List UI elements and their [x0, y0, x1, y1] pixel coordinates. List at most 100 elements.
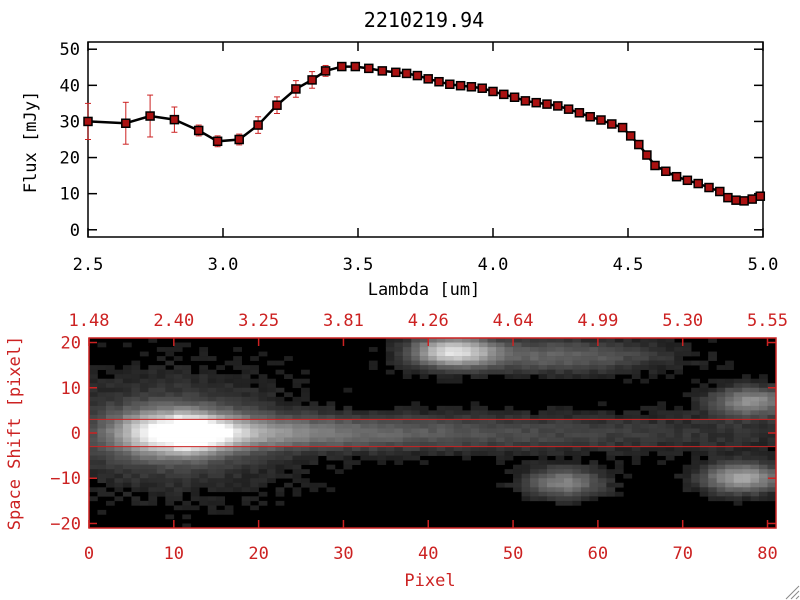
image-pixel [742, 478, 751, 484]
image-pixel [385, 347, 395, 352]
image-x-tick-label: 10 [164, 544, 184, 564]
image-pixel [250, 419, 259, 425]
image-pixel [131, 482, 141, 488]
image-pixel [241, 469, 251, 475]
image-pixel [309, 401, 319, 407]
image-pixel [496, 365, 505, 370]
image-pixel [156, 442, 166, 447]
image-pixel [665, 442, 675, 447]
image-pixel [767, 473, 777, 479]
image-pixel [114, 460, 124, 465]
image-pixel [199, 500, 209, 506]
image-pixel [156, 464, 166, 470]
image-pixel [148, 491, 158, 497]
image-pixel [122, 464, 132, 470]
spectrum-markers [83, 61, 766, 206]
image-pixel [674, 351, 683, 357]
image-pixel [623, 419, 633, 425]
image-pixel [173, 469, 183, 475]
image-pixel [148, 410, 158, 416]
image-pixel [258, 410, 268, 416]
image-pixel [547, 460, 556, 465]
image-pixel [504, 342, 514, 348]
image-pixel [224, 482, 234, 488]
image-pixel [190, 405, 200, 411]
image-pixel [614, 419, 624, 425]
image-pixel [318, 442, 327, 447]
image-pixel [691, 360, 700, 366]
image-pixel [487, 419, 497, 425]
image-pixel [258, 437, 268, 443]
image-pixel [224, 405, 234, 411]
image-pixel [233, 401, 242, 407]
image-pixel [284, 410, 293, 416]
image-pixel [606, 347, 616, 352]
image-pixel [267, 446, 276, 452]
image-pixel [725, 405, 734, 411]
image-pixel [275, 500, 285, 506]
image-pixel [716, 437, 726, 443]
image-pixel [122, 410, 132, 416]
image-pixel [589, 347, 599, 352]
image-pixel [606, 487, 616, 493]
image-pixel [156, 433, 166, 438]
image-pixel [708, 442, 717, 447]
image-pixel [631, 347, 641, 352]
image-pixel [377, 414, 387, 420]
image-pixel [165, 478, 175, 484]
image-pixel [708, 387, 717, 393]
image-pixel [351, 433, 361, 438]
image-pixel [580, 428, 590, 434]
image-pixel [190, 446, 200, 452]
image-pixel [190, 464, 200, 470]
image-pixel [250, 396, 259, 402]
image-pixel [742, 491, 751, 497]
image-pixel [233, 442, 242, 447]
image-pixel [513, 347, 522, 352]
image-pixel [487, 369, 497, 375]
image-pixel [597, 360, 607, 366]
image-pixel [216, 500, 225, 506]
image-pixel [445, 378, 454, 384]
image-pixel [419, 405, 429, 411]
image-pixel [657, 428, 667, 434]
image-pixel [377, 451, 387, 456]
image-pixel [691, 433, 700, 438]
image-pixel [139, 423, 149, 429]
image-pixel [301, 442, 310, 447]
image-pixel [89, 469, 98, 475]
image-pixel [207, 455, 217, 461]
spectrum-point [693, 178, 703, 189]
image-pixel [199, 365, 209, 370]
image-pixel [182, 455, 192, 461]
image-pixel [479, 356, 488, 361]
image-pixel [173, 433, 183, 438]
image-pixel [436, 428, 446, 434]
image-pixel [513, 369, 522, 375]
image-pixel [216, 374, 225, 380]
image-pixel [148, 482, 158, 488]
image-pixel [173, 405, 183, 411]
image-pixel [250, 455, 259, 461]
image-pixel [326, 442, 336, 447]
image-pixel [114, 482, 124, 488]
image-pixel [199, 369, 209, 375]
image-pixel [597, 347, 607, 352]
image-pixel [351, 460, 361, 465]
image-pixel [394, 460, 404, 465]
image-pixel [173, 365, 183, 370]
image-pixel [725, 428, 734, 434]
image-pixel [216, 383, 225, 389]
image-pixel [589, 482, 599, 488]
image-pixel [767, 487, 777, 493]
image-pixel [530, 338, 539, 343]
resize-grip-icon[interactable] [785, 585, 800, 600]
image-pixel [572, 455, 582, 461]
image-pixel [224, 374, 234, 380]
image-pixel [309, 460, 319, 465]
image-pixel [148, 378, 158, 384]
image-pixel [182, 442, 192, 447]
image-pixel [173, 478, 183, 484]
image-top-tick-label: 3.25 [238, 311, 279, 331]
image-pixel [411, 433, 421, 438]
